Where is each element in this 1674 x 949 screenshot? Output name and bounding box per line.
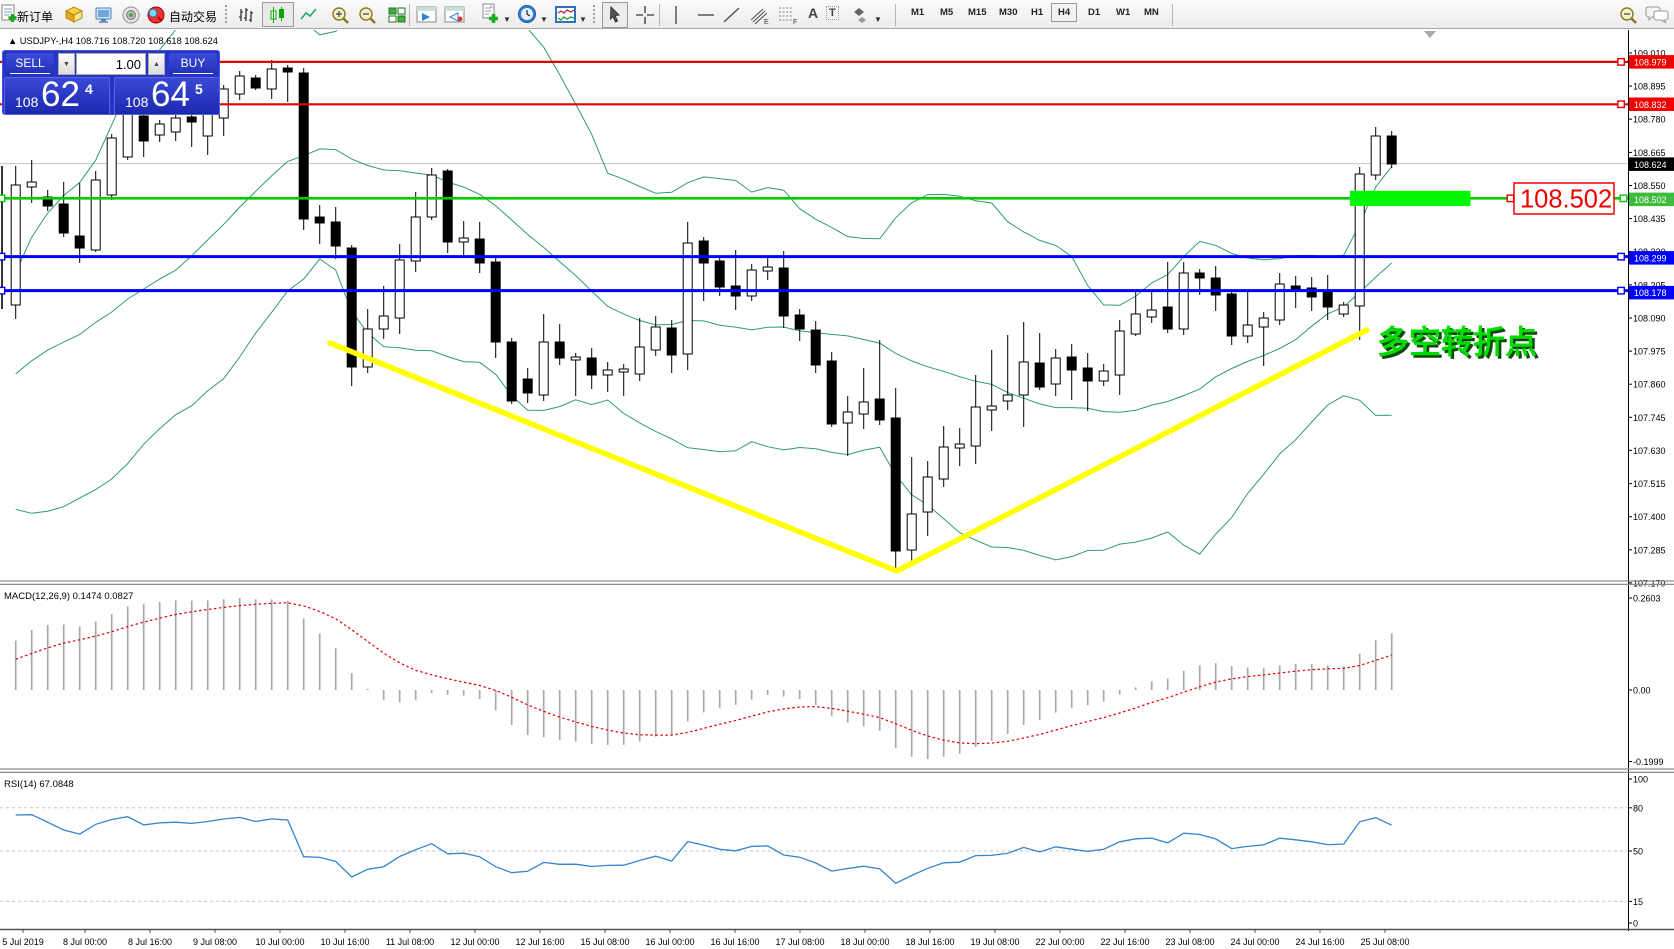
svg-text:108.178: 108.178 [1634, 288, 1667, 298]
svg-text:24 Jul 16:00: 24 Jul 16:00 [1295, 937, 1344, 947]
svg-text:108.895: 108.895 [1633, 82, 1666, 92]
svg-text:16 Jul 00:00: 16 Jul 00:00 [645, 937, 694, 947]
svg-text:22 Jul 00:00: 22 Jul 00:00 [1035, 937, 1084, 947]
svg-text:10 Jul 16:00: 10 Jul 16:00 [320, 937, 369, 947]
svg-text:0.00: 0.00 [1633, 686, 1651, 696]
svg-text:108.665: 108.665 [1633, 148, 1666, 158]
svg-text:9 Jul 08:00: 9 Jul 08:00 [193, 937, 237, 947]
svg-text:12 Jul 16:00: 12 Jul 16:00 [515, 937, 564, 947]
svg-text:108.502: 108.502 [1634, 195, 1667, 205]
svg-text:108.780: 108.780 [1633, 115, 1666, 125]
svg-text:22 Jul 16:00: 22 Jul 16:00 [1100, 937, 1149, 947]
svg-text:RSI(14) 67.0848: RSI(14) 67.0848 [4, 779, 74, 790]
svg-text:19 Jul 08:00: 19 Jul 08:00 [970, 937, 1019, 947]
svg-text:16 Jul 16:00: 16 Jul 16:00 [710, 937, 759, 947]
svg-text:8 Jul 16:00: 8 Jul 16:00 [128, 937, 172, 947]
svg-text:8 Jul 00:00: 8 Jul 00:00 [63, 937, 107, 947]
svg-text:17 Jul 08:00: 17 Jul 08:00 [775, 937, 824, 947]
svg-text:107.745: 107.745 [1633, 413, 1666, 423]
svg-text:108.832: 108.832 [1634, 100, 1667, 110]
svg-text:F: F [793, 19, 797, 26]
svg-text:108.435: 108.435 [1633, 214, 1666, 224]
svg-text:108.979: 108.979 [1634, 58, 1667, 68]
svg-text:107.630: 107.630 [1633, 446, 1666, 456]
svg-text:E: E [764, 19, 769, 26]
svg-text:107.975: 107.975 [1633, 347, 1666, 357]
svg-text:12 Jul 00:00: 12 Jul 00:00 [450, 937, 499, 947]
svg-text:108.299: 108.299 [1634, 253, 1667, 263]
svg-text:15 Jul 08:00: 15 Jul 08:00 [580, 937, 629, 947]
svg-text:108.624: 108.624 [1634, 160, 1667, 170]
svg-text:多空转折点: 多空转折点 [1380, 327, 1540, 363]
svg-text:50: 50 [1633, 847, 1643, 857]
svg-text:107.285: 107.285 [1633, 545, 1666, 555]
svg-text:18 Jul 00:00: 18 Jul 00:00 [840, 937, 889, 947]
svg-text:25 Jul 08:00: 25 Jul 08:00 [1360, 937, 1409, 947]
svg-text:107.860: 107.860 [1633, 380, 1666, 390]
svg-text:107.170: 107.170 [1633, 578, 1666, 588]
svg-text:10 Jul 00:00: 10 Jul 00:00 [255, 937, 304, 947]
svg-text:23 Jul 08:00: 23 Jul 08:00 [1165, 937, 1214, 947]
svg-text:107.400: 107.400 [1633, 512, 1666, 522]
svg-text:109.010: 109.010 [1633, 49, 1666, 59]
svg-text:100: 100 [1633, 775, 1648, 785]
svg-text:18 Jul 16:00: 18 Jul 16:00 [905, 937, 954, 947]
svg-text:108.550: 108.550 [1633, 181, 1666, 191]
svg-text:5 Jul 2019: 5 Jul 2019 [2, 937, 44, 947]
svg-text:15: 15 [1633, 897, 1643, 907]
svg-text:108.090: 108.090 [1633, 314, 1666, 324]
svg-text:0.2603: 0.2603 [1633, 594, 1661, 604]
svg-text:107.515: 107.515 [1633, 479, 1666, 489]
svg-text:80: 80 [1633, 803, 1643, 813]
svg-text:0: 0 [1633, 919, 1638, 929]
svg-text:11 Jul 08:00: 11 Jul 08:00 [386, 937, 434, 947]
svg-text:108.502: 108.502 [1520, 186, 1612, 214]
svg-text:24 Jul 00:00: 24 Jul 00:00 [1230, 937, 1279, 947]
svg-text:108.205: 108.205 [1633, 280, 1666, 290]
svg-text:▲ USDJPY-,H4 108.716 108.720: ▲ USDJPY-,H4 108.716 108.720 108.618 108… [8, 36, 218, 46]
svg-text:多空转折点: 多空转折点 [1377, 324, 1537, 360]
svg-text:-0.1999: -0.1999 [1633, 757, 1664, 767]
svg-text:MACD(12,26,9) 0.1474 0.0827: MACD(12,26,9) 0.1474 0.0827 [4, 591, 133, 602]
